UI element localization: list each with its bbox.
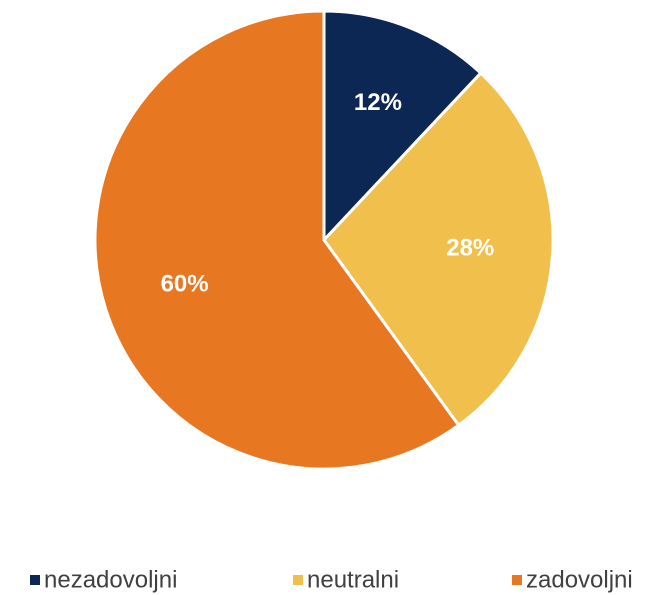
legend-marker [30, 575, 40, 585]
pie-slice [93, 9, 461, 471]
data-label: 12% [354, 89, 402, 116]
pie-slice [322, 70, 555, 428]
legend-marker [512, 575, 522, 585]
data-label: 28% [446, 235, 494, 262]
legend-label: nezadovoljni [44, 566, 177, 593]
pie-slice [322, 9, 483, 244]
legend-label: zadovoljni [526, 566, 633, 593]
data-label: 60% [161, 271, 209, 298]
legend-marker [293, 575, 303, 585]
legend-label: neutralni [307, 566, 399, 593]
